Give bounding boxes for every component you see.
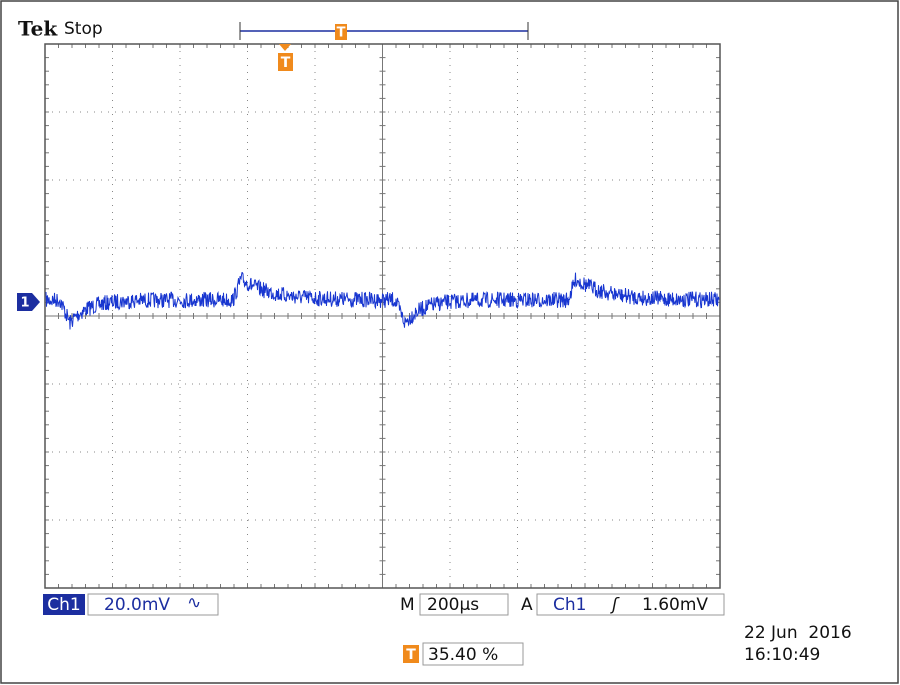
acquisition-status: Stop xyxy=(64,19,103,39)
date: 22 Jun 2016 xyxy=(744,623,852,643)
channel-marker xyxy=(17,293,40,311)
trigger-pointer xyxy=(279,44,291,51)
channel-box xyxy=(43,594,85,615)
trigger-slope: ʃ xyxy=(610,595,620,615)
record-trigger-icon xyxy=(335,24,347,40)
trigger-label: T xyxy=(281,55,291,71)
trigger-box xyxy=(536,593,725,616)
channel-marker-label: 1 xyxy=(20,296,29,311)
channel-label: Ch1 xyxy=(47,595,80,615)
scale-box xyxy=(87,593,219,616)
graticule-border xyxy=(44,43,721,589)
trigger-position: 35.40 % xyxy=(428,645,498,665)
time-prefix: M xyxy=(400,595,415,615)
scale: 20.0mV xyxy=(104,595,170,615)
trigger-icon xyxy=(278,53,293,71)
timebase-box xyxy=(419,593,509,616)
trigger-source: Ch1 xyxy=(553,595,586,615)
waveform xyxy=(45,272,720,330)
coupling: ∿ xyxy=(187,593,201,613)
trigger-level: 1.60mV xyxy=(642,595,708,615)
record-trigger-label: T xyxy=(337,26,346,41)
position-icon xyxy=(403,645,419,663)
time: 16:10:49 xyxy=(744,645,820,665)
position-icon-label: T xyxy=(406,647,416,663)
trigger-prefix: A xyxy=(521,595,533,615)
timebase: 200µs xyxy=(427,595,479,615)
position-box xyxy=(422,642,524,666)
brand: Tek xyxy=(18,17,58,41)
